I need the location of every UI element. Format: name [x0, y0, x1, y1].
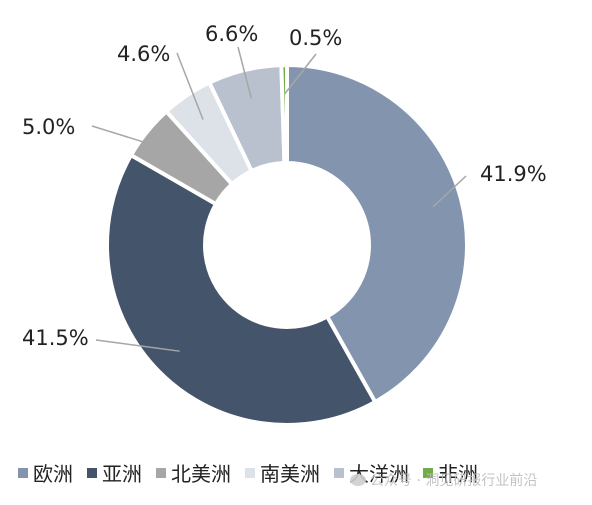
- leader-line-2: [95, 339, 180, 352]
- legend-label-3: 北美洲: [171, 462, 231, 486]
- leader-line-5: [237, 46, 253, 99]
- slice-1: [285, 62, 469, 405]
- watermark-text: 公众号 · 洞见研报行业前沿: [370, 473, 538, 489]
- legend-label-2: 亚洲: [102, 462, 142, 486]
- legend-label-4: 南美洲: [260, 462, 320, 486]
- legend-item-6: 非洲: [423, 458, 478, 487]
- data-label-3: 5.0%: [22, 115, 75, 139]
- legend-swatch-4: [245, 467, 255, 478]
- legend-item-1: 欧洲: [18, 458, 73, 487]
- legend: 欧洲 亚洲 北美洲 南美洲 大洋洲 非洲: [18, 458, 492, 487]
- legend-item-4: 南美洲: [245, 458, 320, 487]
- data-label-2: 41.5%: [22, 326, 89, 350]
- legend-item-3: 北美洲: [156, 458, 231, 487]
- legend-label-1: 欧洲: [33, 462, 73, 486]
- data-label-5: 6.6%: [205, 22, 258, 46]
- legend-swatch-6: [423, 467, 433, 478]
- watermark: 公众号 · 洞见研报行业前沿: [350, 470, 537, 490]
- legend-item-2: 亚洲: [87, 458, 142, 487]
- donut-chart: 41.9% 41.5% 5.0% 4.6% 6.6% 0.5%: [22, 22, 547, 427]
- leader-line-4: [176, 52, 204, 120]
- data-label-4: 4.6%: [117, 42, 170, 66]
- leader-line-1: [432, 175, 467, 208]
- data-label-6: 0.5%: [289, 26, 342, 50]
- legend-label-6: 非洲: [438, 462, 478, 486]
- leader-line-3: [91, 125, 170, 151]
- legend-swatch-1: [18, 467, 28, 478]
- legend-swatch-2: [87, 467, 97, 478]
- legend-swatch-5: [334, 467, 344, 478]
- leader-line-6: [284, 53, 317, 95]
- legend-swatch-3: [156, 467, 166, 478]
- wechat-icon: [350, 474, 366, 486]
- data-label-1: 41.9%: [480, 162, 547, 186]
- slice-2: [105, 152, 378, 427]
- slice-6: [279, 62, 289, 166]
